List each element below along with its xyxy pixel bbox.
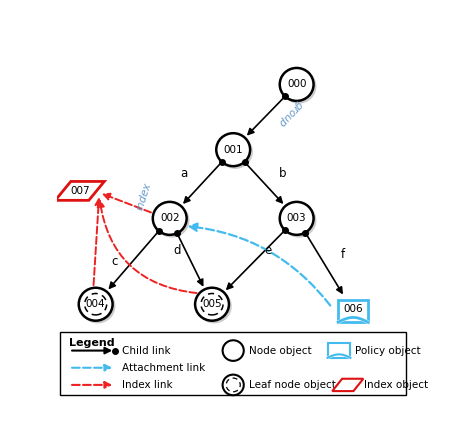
Text: Leaf node object: Leaf node object [249, 380, 336, 390]
Text: f: f [340, 248, 344, 261]
Text: 000: 000 [287, 79, 306, 90]
Text: a: a [180, 167, 187, 180]
Circle shape [79, 288, 112, 321]
Polygon shape [328, 343, 350, 358]
Circle shape [222, 375, 244, 395]
Circle shape [218, 135, 252, 168]
Polygon shape [56, 182, 104, 200]
Circle shape [282, 70, 316, 103]
Circle shape [81, 290, 115, 323]
Text: group: group [275, 99, 304, 128]
Text: 007: 007 [70, 186, 90, 196]
Text: Child link: Child link [122, 346, 171, 355]
Text: Legend: Legend [69, 338, 115, 348]
Text: 002: 002 [160, 213, 180, 223]
Circle shape [155, 204, 189, 237]
Text: c: c [112, 255, 118, 268]
Text: 004: 004 [86, 299, 106, 309]
Circle shape [85, 293, 106, 315]
Circle shape [280, 202, 313, 235]
Text: index: index [135, 181, 153, 211]
Circle shape [222, 340, 244, 361]
Text: 001: 001 [223, 145, 243, 155]
Text: Attachment link: Attachment link [122, 363, 205, 373]
Text: 006: 006 [343, 304, 363, 314]
Circle shape [282, 204, 316, 237]
Text: d: d [173, 244, 181, 257]
Text: 003: 003 [287, 213, 307, 223]
Circle shape [153, 202, 187, 235]
Circle shape [280, 68, 313, 101]
Polygon shape [338, 300, 368, 322]
Text: 005: 005 [202, 299, 222, 309]
Polygon shape [332, 379, 363, 391]
Text: Index object: Index object [364, 380, 428, 390]
Text: e: e [265, 244, 272, 257]
Circle shape [201, 293, 223, 315]
Text: Policy object: Policy object [355, 346, 420, 355]
Circle shape [226, 378, 240, 392]
Text: Node object: Node object [249, 346, 312, 355]
Circle shape [216, 133, 250, 166]
Circle shape [197, 290, 231, 323]
Text: Index link: Index link [122, 380, 173, 390]
Text: b: b [279, 167, 286, 180]
FancyBboxPatch shape [61, 332, 406, 395]
Circle shape [195, 288, 229, 321]
